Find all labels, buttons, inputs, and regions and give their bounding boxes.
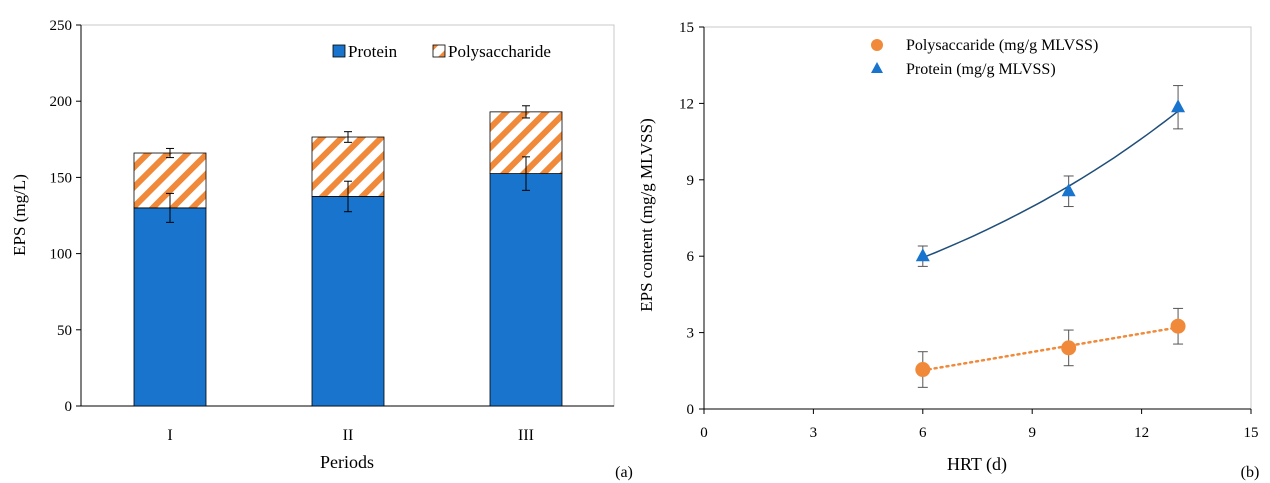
bar-protein <box>489 173 563 407</box>
point-polysaccaride <box>1170 318 1186 334</box>
legend-swatch-polysaccharide <box>432 44 446 58</box>
chart-b-x-tick-label: 15 <box>1244 425 1259 441</box>
chart-b-y-tick-label: 9 <box>687 173 695 189</box>
point-polysaccaride <box>915 362 931 378</box>
chart-a-x-axis-title: Periods <box>320 452 374 472</box>
legend-label-polysaccaride: Polysaccaride (mg/g MLVSS) <box>906 37 1098 54</box>
chart-a-x-tick-label: I <box>167 427 172 444</box>
chart-a-panel-label: (a) <box>615 464 633 481</box>
chart-b-y-axis-title: EPS content (mg/g MLVSS) <box>637 118 656 311</box>
bar-polysaccharide <box>489 111 563 174</box>
chart-b-y-tick-label: 3 <box>687 326 695 342</box>
chart-b-x-tick-label: 3 <box>810 425 818 441</box>
chart-b-x-axis-title: HRT (d) <box>947 454 1007 475</box>
legend-label-polysaccharide: Polysaccharide <box>448 42 551 61</box>
point-protein <box>915 248 930 262</box>
chart-a-legend: Protein Polysaccharide <box>332 42 551 61</box>
point-protein <box>1171 99 1186 113</box>
trendline-polysaccaride <box>921 326 1180 372</box>
chart-b: 0 3 6 9 12 15 0 3 6 9 12 15 EPS content (mg/g MLVS… <box>637 20 1259 481</box>
chart-a-y-tick-label: 50 <box>57 323 72 339</box>
chart-b-y-tick-label: 15 <box>679 20 694 36</box>
bar-protein <box>311 196 385 407</box>
trendline-protein <box>922 110 1179 259</box>
chart-a-y-tick-label: 250 <box>50 18 73 34</box>
chart-b-x-tick-label: 6 <box>919 425 927 441</box>
chart-a-x-tick-label: III <box>518 427 534 444</box>
chart-b-plot-frame <box>703 26 1252 410</box>
point-protein <box>1061 183 1076 197</box>
chart-a-y-axis-title: EPS (mg/L) <box>10 174 29 256</box>
chart-a-y-tick-label: 100 <box>50 247 73 263</box>
chart-b-y-tick-label: 0 <box>687 402 695 418</box>
chart-b-x-tick-label: 9 <box>1028 425 1036 441</box>
chart-b-x-tick-label: 0 <box>700 425 708 441</box>
legend-label-protein-b: Protein (mg/g MLVSS) <box>906 61 1056 78</box>
chart-a-y-tick-label: 150 <box>50 170 73 186</box>
chart-b-panel-label: (b) <box>1241 464 1260 481</box>
legend-marker-protein <box>871 62 883 73</box>
point-polysaccaride <box>1061 340 1077 356</box>
chart-b-x-tick-label: 12 <box>1134 425 1149 441</box>
bar-protein <box>133 207 207 407</box>
chart-a-y-tick-label: 200 <box>50 94 73 110</box>
chart-b-y-tick-label: 6 <box>687 249 695 265</box>
chart-a-y-tick-label: 0 <box>65 399 73 415</box>
chart-b-y-tick-label: 12 <box>679 96 694 112</box>
chart-b-legend: Polysaccaride (mg/g MLVSS) Protein (mg/g… <box>871 37 1098 78</box>
chart-a-x-tick-label: II <box>343 427 354 444</box>
legend-marker-polysaccaride <box>871 39 883 51</box>
legend-label-protein: Protein <box>348 42 398 61</box>
legend-swatch-protein <box>332 44 346 58</box>
